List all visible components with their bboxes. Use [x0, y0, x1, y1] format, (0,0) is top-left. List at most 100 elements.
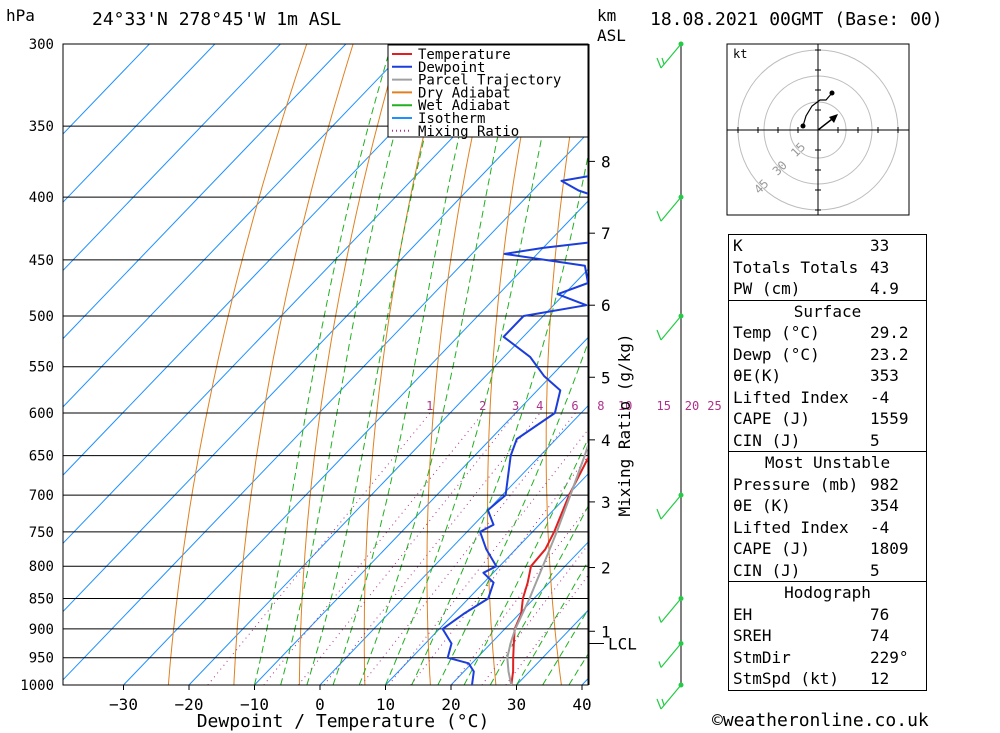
index-value: 354	[870, 496, 899, 515]
index-value: 5	[870, 560, 880, 580]
pressure-tick-label: 350	[29, 119, 54, 135]
wind-barb-flag	[656, 698, 662, 710]
isotherm-line	[63, 44, 478, 476]
index-label: Lifted Index	[733, 517, 849, 537]
storm-motion-arrowhead	[829, 114, 838, 123]
index-label: EH	[733, 604, 753, 624]
x-tick-label: 20	[441, 695, 460, 714]
indices-table: K 33 Totals Totals 43 PW (cm) 4.9 Surface Temp …	[728, 234, 927, 691]
pressure-tick-label: 550	[29, 360, 54, 376]
index-value: -4	[870, 517, 890, 537]
index-label: CIN (J)	[733, 560, 801, 580]
index-value: 12	[870, 669, 890, 688]
legend-box	[387, 44, 589, 138]
dry-adiabat-line	[658, 44, 693, 685]
wind-barb-staff	[660, 684, 682, 710]
pressure-tick-label: 500	[29, 309, 54, 325]
isotherm-line	[450, 541, 588, 685]
wind-barb-half	[658, 616, 662, 623]
pressure-tick-label: 800	[29, 559, 54, 575]
mixing-ratio-line	[361, 412, 576, 685]
legend-entry: Dewpoint	[418, 60, 485, 76]
index-label: Dewp (°C)	[733, 344, 820, 364]
index-row: Lifted Index -4	[729, 517, 927, 539]
index-value: 982	[870, 474, 899, 494]
x-tick-label: −20	[175, 695, 204, 714]
index-label: CAPE (J)	[733, 409, 811, 428]
pressure-tick-label: 600	[29, 406, 54, 422]
isotherm-line	[319, 405, 588, 685]
pressure-tick-label: 1000	[20, 678, 54, 694]
pressure-tick-label: 700	[29, 488, 54, 504]
dry-adiabat-line	[957, 44, 1000, 685]
legend-entry: Wet Adiabat	[418, 98, 511, 114]
index-label: StmSpd (kt)	[733, 669, 839, 688]
isotherm-line	[254, 336, 588, 685]
index-value: 29.2	[870, 323, 909, 342]
index-row: EH 76	[729, 604, 927, 626]
wind-barb-staff	[660, 43, 682, 69]
index-row: StmSpd (kt) 12	[729, 668, 927, 690]
km-tick-label: 5	[601, 368, 611, 387]
mixing-ratio-label: 6	[571, 399, 578, 413]
parcel-trajectory-series-line	[506, 442, 588, 685]
index-value: 1809	[870, 539, 909, 558]
legend-entry: Mixing Ratio	[418, 124, 519, 140]
lcl-label: LCL	[608, 634, 637, 653]
index-value: 33	[870, 236, 890, 255]
wind-barb-flag	[656, 57, 662, 69]
legend-entry: Temperature	[418, 47, 511, 63]
index-value: 4.9	[870, 279, 899, 298]
index-row: PW (cm) 4.9	[729, 278, 927, 300]
index-row: Lifted Index -4	[729, 387, 927, 409]
pressure-tick-label: 300	[29, 37, 54, 53]
index-row: CAPE (J) 1809	[729, 538, 927, 560]
wet-adiabat-line	[542, 608, 588, 685]
hodograph-start-dot	[800, 123, 806, 129]
wind-barb-staff	[660, 494, 682, 520]
index-value: 43	[870, 257, 890, 277]
index-value: 5	[870, 430, 880, 450]
dry-adiabat-line	[545, 44, 586, 685]
asl-label: ASL	[597, 26, 626, 45]
dry-adiabat-line	[167, 44, 308, 685]
hodograph-end-dot	[829, 90, 835, 96]
index-label: Pressure (mb)	[733, 474, 859, 494]
section-title-hodograph: Hodograph	[728, 581, 927, 604]
index-label: Most Unstable	[728, 451, 927, 474]
wet-adiabat-line	[463, 438, 588, 685]
index-label: θE (K)	[733, 496, 791, 515]
mixing-ratio-label: 10	[618, 399, 632, 413]
index-label: K	[733, 236, 743, 255]
section-title-most-unstable: Most Unstable	[728, 451, 927, 474]
mixing-ratio-label: 2	[479, 399, 486, 413]
isotherm-line	[188, 268, 588, 685]
index-row: θE (K) 354	[729, 495, 927, 517]
wind-barb-half	[661, 698, 665, 706]
index-row: SREH 74	[729, 625, 927, 647]
pressure-tick-label: 900	[29, 622, 54, 638]
y-axis-label: Mixing Ratio (g/kg)	[615, 333, 634, 516]
index-label: θE(K)	[733, 366, 782, 385]
index-row: Temp (°C) 29.2	[729, 322, 927, 344]
wet-adiabat-line	[332, 44, 482, 685]
index-row: CAPE (J) 1559	[729, 408, 927, 430]
wet-adiabat-line	[358, 44, 519, 685]
pressure-tick-label: 650	[29, 449, 54, 465]
legend-entry: Parcel Trajectory	[418, 73, 561, 89]
km-tick-label: 2	[601, 559, 611, 578]
x-tick-label: 30	[507, 695, 526, 714]
index-row: CIN (J) 5	[729, 560, 927, 582]
index-label: CIN (J)	[733, 430, 801, 450]
wind-barb-staff	[660, 643, 682, 668]
pressure-tick-label: 850	[29, 591, 54, 607]
section-title-surface: Surface	[728, 299, 927, 322]
index-label: SREH	[733, 626, 772, 645]
location-title: 24°33'N 278°45'W 1m ASL	[92, 9, 342, 30]
wind-barb-flag	[656, 508, 662, 520]
x-tick-label: −10	[240, 695, 269, 714]
isotherm-line	[63, 44, 543, 545]
legend-entry: Dry Adiabat	[418, 85, 511, 101]
mixing-ratio-line	[207, 412, 431, 685]
pressure-tick-label: 750	[29, 525, 54, 541]
